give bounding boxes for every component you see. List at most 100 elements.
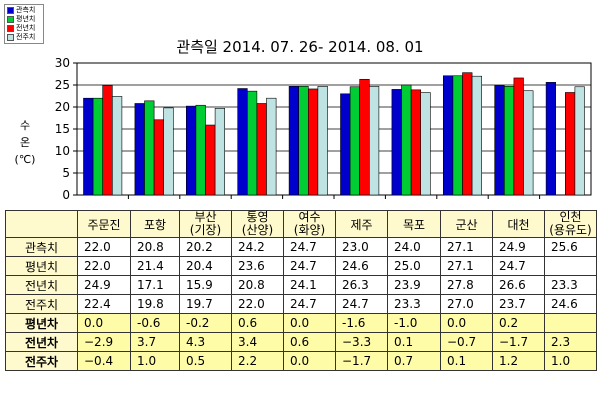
table-cell: 20.2 — [179, 237, 232, 257]
column-header-line: (화양) — [293, 223, 326, 237]
table-cell: 3.7 — [130, 332, 180, 352]
column-header-line: 인천 — [559, 210, 582, 224]
column-header-line: 통영 — [246, 210, 269, 224]
bar-전년치-목포 — [410, 89, 422, 196]
bar-전주치-주문진 — [112, 96, 123, 196]
y-tick-label: 5 — [62, 166, 70, 180]
column-header: 여수 (화양) — [283, 210, 336, 238]
table-cell: 22.0 — [77, 256, 131, 276]
table-cell: 0.5 — [179, 351, 232, 371]
table-cell: 0.1 — [440, 351, 493, 371]
table-cell: 24.9 — [492, 237, 545, 257]
table-cell: 0.1 — [387, 332, 441, 352]
column-header-line: 주문진 — [87, 217, 121, 232]
column-header: 제주 — [335, 210, 388, 238]
table-corner-cell — [5, 210, 78, 238]
table-cell: 25.6 — [544, 237, 597, 257]
table-cell: 22.0 — [231, 294, 284, 314]
bar-전년치-인천(용유도) — [564, 92, 576, 196]
table-cell: 15.9 — [179, 275, 232, 295]
bar-평년치-통영(산양) — [247, 90, 258, 196]
table-cell: 24.2 — [231, 237, 284, 257]
table-cell: 24.1 — [283, 275, 336, 295]
table-cell: 26.6 — [492, 275, 545, 295]
table-cell: 23.3 — [387, 294, 441, 314]
legend-swatch — [7, 34, 14, 41]
table-cell: -1.0 — [387, 313, 441, 333]
table-cell: −3.3 — [335, 332, 388, 352]
legend-item: 관측치 — [7, 6, 41, 15]
bar-전년치-군산 — [462, 72, 473, 196]
legend-swatch — [7, 16, 14, 23]
row-label: 전주차 — [5, 351, 78, 371]
column-header-line: 부산 — [194, 210, 217, 224]
table-header-row: 주문진 포항 부산 (기장) 통영 (산양) 여수 (화양) 제주 목포 군산 대천 인천 (용유도) — [5, 210, 597, 238]
table-cell: 24.6 — [335, 256, 388, 276]
column-header-line: 목포 — [402, 217, 426, 232]
table-cell: 24.9 — [77, 275, 131, 295]
row-label: 평년치 — [5, 256, 78, 276]
bar-관측치-포항 — [134, 103, 145, 196]
column-header: 대천 — [492, 210, 545, 238]
y-axis-label: 수 온 (℃) — [14, 117, 36, 168]
table-cell: 22.4 — [77, 294, 131, 314]
table-cell: 20.8 — [130, 237, 180, 257]
table-cell: 27.1 — [440, 237, 493, 257]
table-cell: −2.9 — [77, 332, 131, 352]
bar-chart: 0 5 10 15 20 25 30 — [55, 56, 592, 202]
table-cell: 24.7 — [283, 237, 336, 257]
column-header-line: 군산 — [455, 217, 478, 232]
legend: 관측치 평년치 전년치 전주치 — [4, 4, 44, 44]
column-header: 주문진 — [77, 210, 131, 238]
table-cell — [544, 313, 597, 333]
legend-label: 관측치 — [16, 6, 36, 14]
bar-전주치-제주 — [368, 86, 380, 196]
table-cell: 24.7 — [283, 294, 336, 314]
bar-평년치-부산(기장) — [195, 104, 206, 196]
row-label: 전주치 — [5, 294, 78, 314]
column-header: 인천 (용유도) — [544, 210, 597, 238]
row-label: 전년치 — [5, 275, 78, 295]
table-cell: 4.3 — [179, 332, 232, 352]
table-cell: -0.2 — [179, 313, 232, 333]
bar-전주치-대천 — [523, 90, 534, 196]
y-tick-label: 10 — [55, 144, 70, 158]
y-axis-label-line: 수 — [19, 119, 31, 132]
table-cell: −1.7 — [335, 351, 388, 371]
table-cell: −0.7 — [440, 332, 493, 352]
y-tick-label: 30 — [55, 56, 70, 70]
bar-평년치-목포 — [401, 84, 412, 196]
row-label: 평년차 — [5, 313, 78, 333]
y-axis-label-line: (℃) — [14, 153, 36, 166]
bar-전주치-인천(용유도) — [574, 86, 585, 196]
legend-swatch — [7, 25, 14, 32]
column-header-line: (산양) — [241, 223, 274, 237]
bar-평년치-대천 — [503, 86, 515, 196]
legend-label: 전년치 — [16, 24, 36, 32]
table-cell: 0.6 — [231, 313, 284, 333]
table-cell: 23.9 — [387, 275, 441, 295]
table-cell: −0.4 — [77, 351, 131, 371]
bar-평년치-제주 — [349, 86, 361, 196]
table-cell: 1.0 — [544, 351, 597, 371]
table-cell: 24.7 — [492, 256, 545, 276]
table-cell: 23.3 — [544, 275, 597, 295]
table-cell: 19.8 — [130, 294, 180, 314]
column-header: 부산 (기장) — [179, 210, 232, 238]
column-header: 통영 (산양) — [231, 210, 284, 238]
bar-전년치-포항 — [153, 119, 165, 196]
table-cell: 23.6 — [231, 256, 284, 276]
column-header-line: (기장) — [189, 223, 222, 237]
bar-전년치-부산(기장) — [205, 124, 216, 196]
column-header: 군산 — [440, 210, 493, 238]
y-tick-label: 25 — [55, 78, 70, 92]
y-axis-label-line: 온 — [19, 136, 31, 149]
table-row: 관측치 22.0 20.8 20.2 24.2 24.7 23.0 24.0 27.1 24.9 2… — [5, 237, 597, 257]
bar-전주치-부산(기장) — [214, 108, 226, 196]
table-cell: 24.6 — [544, 294, 597, 314]
column-header-line: 포항 — [143, 217, 167, 232]
table-cell: -1.6 — [335, 313, 388, 333]
table-cell: 25.0 — [387, 256, 441, 276]
bar-전년치-제주 — [359, 78, 370, 196]
table-cell — [544, 256, 597, 276]
